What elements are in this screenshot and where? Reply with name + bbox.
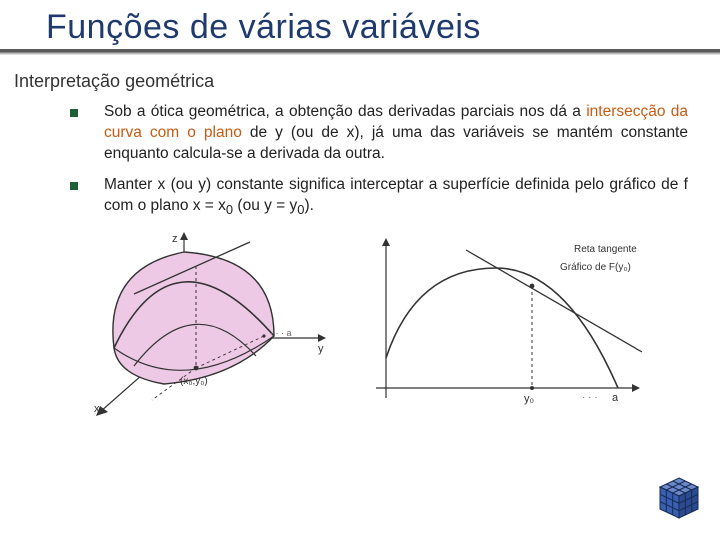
point-label: (x₀,y₀) <box>180 376 208 387</box>
axis-z-label: z <box>172 233 178 245</box>
diagram-2d-section: y₀ · · · a Reta tangente Gráfico de F(y₀… <box>346 228 646 423</box>
bullet-icon <box>70 109 78 117</box>
section-heading: Interpretação geométrica <box>14 71 720 92</box>
page-title: Funções de várias variáveis <box>46 8 720 47</box>
title-underline <box>0 49 720 53</box>
axis-x-label: x <box>94 403 100 415</box>
svg-text:· · ·: · · · <box>582 392 598 403</box>
bullet-list: Sob a ótica geométrica, a obtenção das d… <box>70 102 688 218</box>
axis-y-label: y <box>318 343 324 355</box>
diagram-row: z y x · · · a (x₀,y₀) <box>0 228 720 423</box>
cube-icon <box>656 475 702 526</box>
y0-label: y₀ <box>524 393 534 405</box>
bullet-text: Sob a ótica geométrica, a obtenção das d… <box>104 102 688 165</box>
tangent-label: Reta tangente <box>574 244 637 255</box>
list-item: Sob a ótica geométrica, a obtenção das d… <box>70 102 688 165</box>
bullet-icon <box>70 182 78 190</box>
bullet-text: Manter x (ou y) constante significa inte… <box>104 175 688 218</box>
svg-text:· · · a: · · · a <box>270 328 292 338</box>
list-item: Manter x (ou y) constante significa inte… <box>70 175 688 218</box>
diagram-3d-surface: z y x · · · a (x₀,y₀) <box>74 228 334 423</box>
curve-label: Gráfico de F(y₀) <box>560 262 631 273</box>
a-label: a <box>612 392 619 404</box>
